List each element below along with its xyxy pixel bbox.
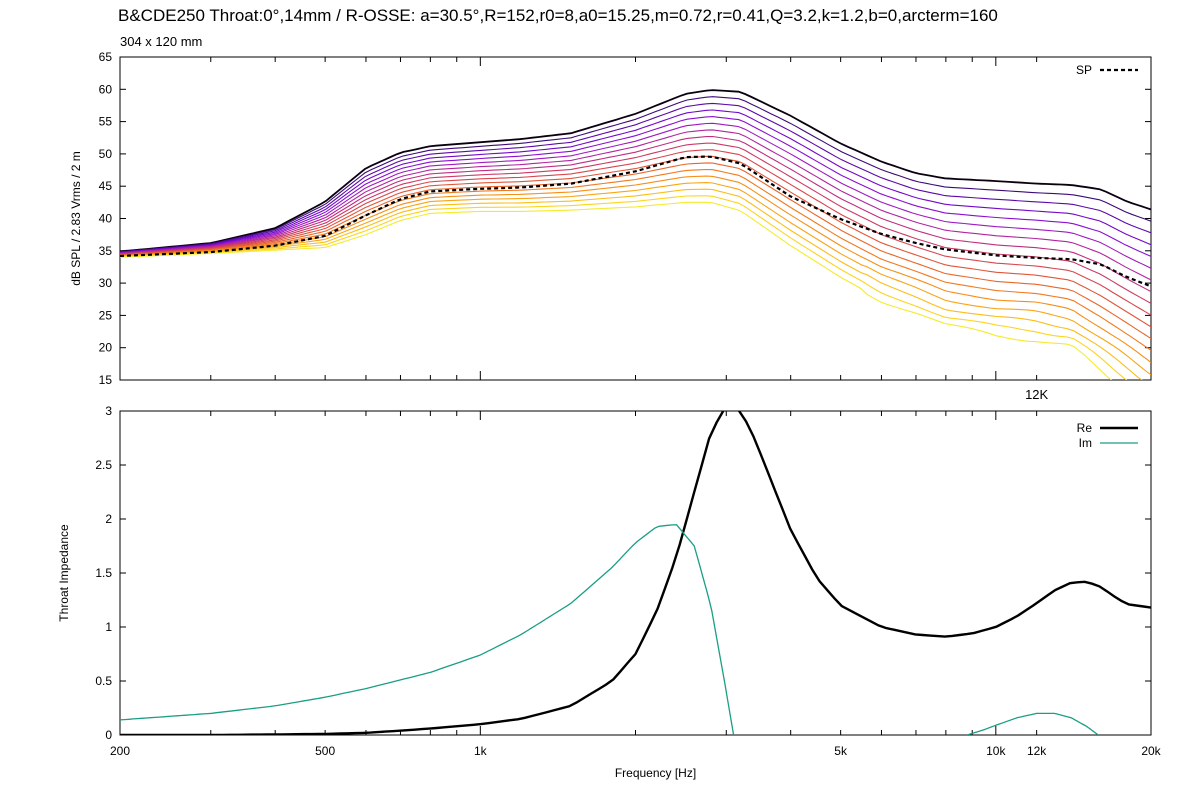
impedance-curves <box>120 411 1151 735</box>
chart-subtitle: 304 x 120 mm <box>120 34 203 49</box>
spl-polar-curve <box>120 129 1151 281</box>
sp-curve <box>120 155 1151 288</box>
spl-ytick-label: 55 <box>99 115 113 129</box>
legend-im-label: Im <box>1079 436 1092 450</box>
spl-polar-curve <box>120 122 1151 269</box>
spl-polar-curve <box>120 155 1151 328</box>
spl-polar-curve <box>120 201 1112 380</box>
spl-polar-curve <box>120 96 1151 253</box>
impedance-ytick-label: 0.5 <box>95 674 112 688</box>
impedance-panel: 0 0.5 1 1.5 2 2.5 3 200 500 1k 5k 10k 12k 20k Frequenc… <box>57 404 1162 780</box>
impedance-xtick-label: 12k <box>1027 744 1047 758</box>
spl-ytick-label: 45 <box>99 179 113 193</box>
impedance-xtick-label: 20k <box>1141 744 1161 758</box>
impedance-xtick-label: 10k <box>986 744 1006 758</box>
impedance-frame <box>119 410 1152 736</box>
spl-ytick-label: 40 <box>99 212 113 226</box>
spl-ytick-label: 60 <box>99 82 113 96</box>
impedance-ytick-label: 1 <box>105 620 112 634</box>
legend-re-label: Re <box>1077 421 1093 435</box>
chart-title: B&CDE250 Throat:0°,14mm / R-OSSE: a=30.5… <box>118 6 998 25</box>
impedance-ytick-label: 3 <box>105 404 112 418</box>
spl-ytick-label: 15 <box>99 373 113 387</box>
spl-polar-curve <box>120 89 1151 253</box>
spl-polar-curve <box>120 135 1151 293</box>
spl-polar-curve <box>120 168 1151 351</box>
impedance-series-re <box>120 411 1151 735</box>
spl-polar-curve <box>120 142 1151 304</box>
spl-polar-curve <box>120 188 1143 380</box>
impedance-ytick-label: 2.5 <box>95 458 112 472</box>
spl-ytick-label: 65 <box>99 50 113 64</box>
spl-polar-curve <box>120 162 1151 340</box>
spl-ytick-label: 50 <box>99 147 113 161</box>
spl-polar-curve <box>120 195 1128 380</box>
impedance-xtick-label: 200 <box>110 744 130 758</box>
spl-ytick-label: 30 <box>99 276 113 290</box>
impedance-series-im <box>966 712 1099 735</box>
legend-sp-label: SP <box>1076 63 1092 77</box>
spl-ytick-label: 25 <box>99 308 113 322</box>
spl-polar-curve <box>120 109 1151 254</box>
spl-frame <box>119 56 1152 381</box>
impedance-xtick-label: 5k <box>834 744 848 758</box>
spl-polar-curve <box>120 116 1151 257</box>
spl-ytick-label: 20 <box>99 341 113 355</box>
impedance-ytick-label: 2 <box>105 512 112 526</box>
impedance-xlabel: Frequency [Hz] <box>615 766 696 780</box>
spl-polar-curve <box>120 149 1151 316</box>
impedance-xtick-label: 500 <box>315 744 335 758</box>
spl-polar-curve <box>120 102 1151 253</box>
spl-curves <box>120 89 1151 380</box>
spl-polar-curve <box>120 175 1151 363</box>
spl-ylabel: dB SPL / 2.83 Vrms / 2 m <box>69 151 83 286</box>
spl-polar-curve <box>120 182 1151 376</box>
impedance-ytick-label: 1.5 <box>95 566 112 580</box>
spl-panel: 15 20 25 30 35 40 45 50 55 60 65 dB SPL / 2.83 Vrms… <box>69 50 1152 402</box>
impedance-xtick-label: 1k <box>474 744 488 758</box>
spl-ytick-label: 35 <box>99 244 113 258</box>
impedance-series-im <box>120 524 735 735</box>
impedance-ylabel: Throat Impedance <box>57 524 71 622</box>
spl-annotation: 12K <box>1025 387 1048 402</box>
impedance-ytick-label: 0 <box>105 728 112 742</box>
